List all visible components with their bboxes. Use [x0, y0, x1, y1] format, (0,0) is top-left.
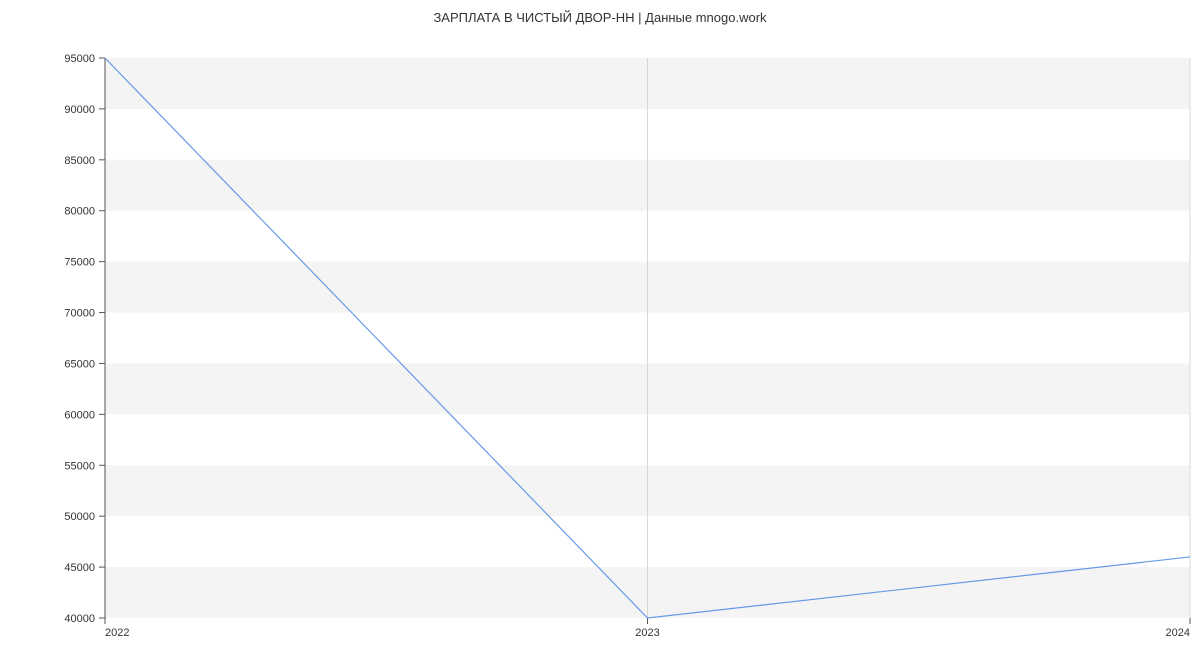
- y-tick-label: 90000: [64, 104, 95, 116]
- y-tick-label: 75000: [64, 257, 95, 269]
- y-tick-label: 85000: [64, 155, 95, 167]
- y-tick-label: 45000: [64, 562, 95, 574]
- chart-svg: 40000 45000 50000 55000 60000 65000 70000 75000…: [0, 28, 1200, 643]
- chart-title: ЗАРПЛАТА В ЧИСТЫЙ ДВОР-НН | Данные mnogo…: [0, 0, 1200, 28]
- y-tick-label: 95000: [64, 53, 95, 65]
- y-tick-label: 40000: [64, 613, 95, 625]
- y-tick-label: 80000: [64, 206, 95, 218]
- y-tick-label: 70000: [64, 308, 95, 320]
- x-tick-label: 2022: [105, 627, 129, 639]
- y-tick-label: 65000: [64, 358, 95, 370]
- y-tick-label: 60000: [64, 409, 95, 421]
- x-tick-label: 2023: [635, 627, 659, 639]
- line-chart: 40000 45000 50000 55000 60000 65000 70000 75000…: [0, 28, 1200, 643]
- y-tick-label: 55000: [64, 460, 95, 472]
- y-tick-label: 50000: [64, 511, 95, 523]
- x-tick-label: 2024: [1166, 627, 1190, 639]
